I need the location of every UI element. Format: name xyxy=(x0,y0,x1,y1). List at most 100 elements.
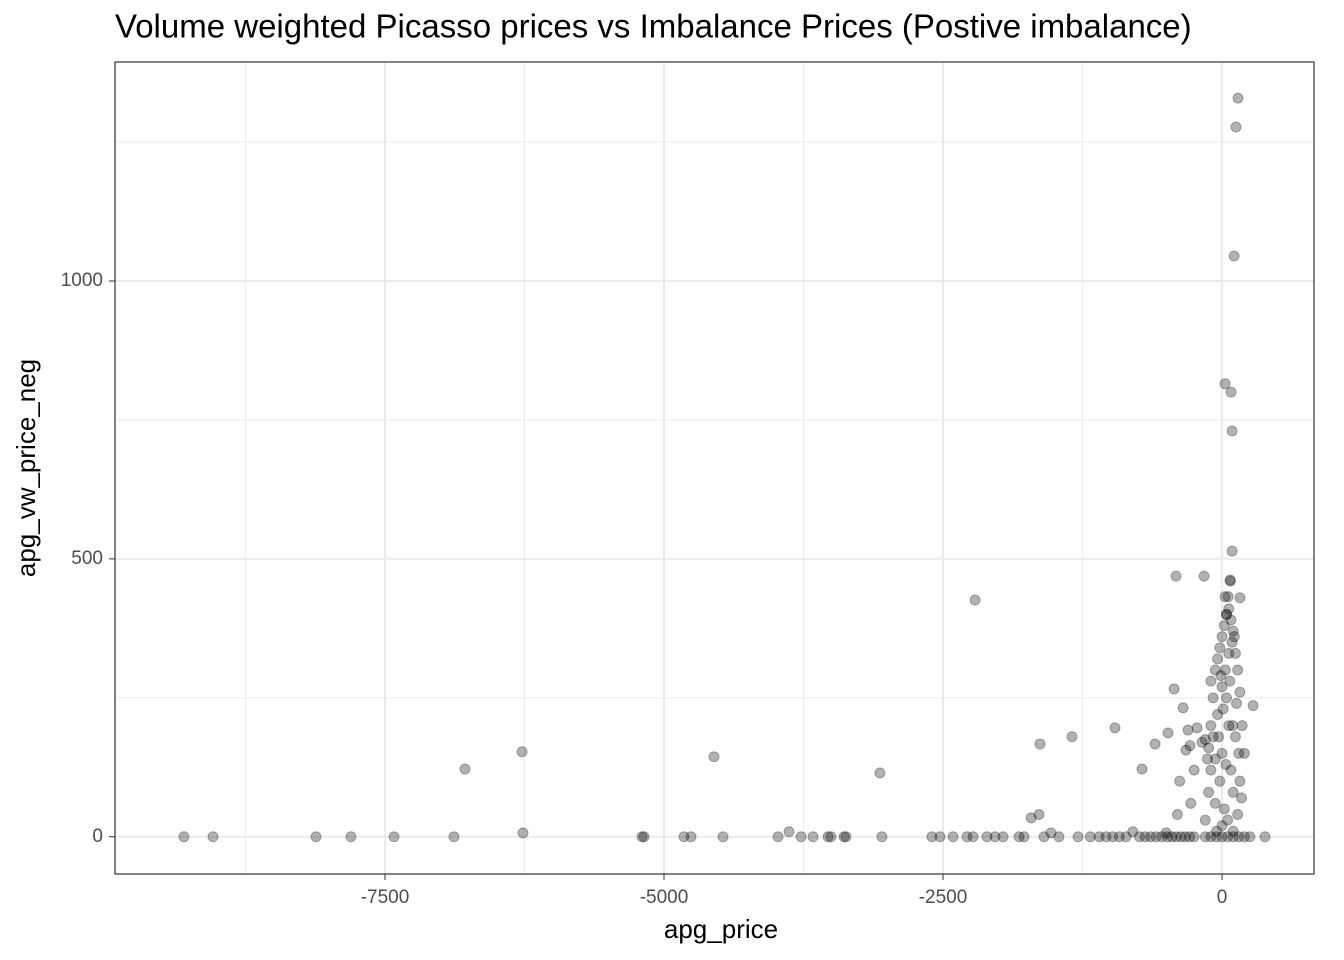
point xyxy=(1145,831,1157,843)
point xyxy=(1184,740,1196,752)
point xyxy=(1161,831,1173,843)
point xyxy=(1205,675,1217,687)
point xyxy=(1214,642,1226,654)
x-tick-label: -5000 xyxy=(640,887,689,908)
plot-border xyxy=(114,61,1315,875)
point xyxy=(1034,738,1046,750)
point xyxy=(1184,831,1196,843)
point xyxy=(1207,731,1219,743)
point xyxy=(981,831,993,843)
point xyxy=(947,831,959,843)
point xyxy=(1224,675,1236,687)
y-tick-label: 0 xyxy=(92,826,103,847)
point xyxy=(1222,814,1234,826)
point xyxy=(1180,744,1192,756)
point xyxy=(459,763,471,775)
x-axis-title: apg_price xyxy=(664,914,778,944)
point xyxy=(1219,378,1231,390)
point xyxy=(1136,763,1148,775)
point xyxy=(1018,831,1030,843)
point xyxy=(388,831,400,843)
point xyxy=(1233,747,1245,759)
point xyxy=(1217,703,1229,715)
point xyxy=(1220,608,1232,620)
point xyxy=(1160,827,1172,839)
point xyxy=(840,831,852,843)
point xyxy=(638,831,650,843)
point xyxy=(517,827,529,839)
point xyxy=(1198,570,1210,582)
point xyxy=(1236,792,1248,804)
point xyxy=(1238,831,1250,843)
point xyxy=(772,831,784,843)
point xyxy=(1219,591,1231,603)
point xyxy=(876,831,888,843)
point xyxy=(1196,736,1208,748)
point xyxy=(1120,831,1132,843)
point xyxy=(1033,809,1045,821)
point xyxy=(1162,727,1174,739)
point xyxy=(1218,620,1230,632)
point xyxy=(1223,603,1235,615)
point xyxy=(874,767,886,779)
point xyxy=(1210,825,1222,837)
point xyxy=(1232,92,1244,104)
point xyxy=(1259,831,1271,843)
point xyxy=(1170,831,1182,843)
point xyxy=(1107,831,1119,843)
point xyxy=(1227,825,1239,837)
point xyxy=(717,831,729,843)
y-axis-title: apg_vw_price_neg xyxy=(11,359,41,577)
point xyxy=(1216,681,1228,693)
point xyxy=(1199,814,1211,826)
point xyxy=(1227,625,1239,637)
point xyxy=(1113,831,1125,843)
point xyxy=(678,831,690,843)
point xyxy=(1218,803,1230,815)
point xyxy=(1025,812,1037,824)
point xyxy=(1214,775,1226,787)
point xyxy=(178,831,190,843)
point xyxy=(1220,759,1232,771)
point xyxy=(1199,734,1211,746)
point xyxy=(1212,708,1224,720)
point xyxy=(1209,664,1221,676)
point xyxy=(1232,809,1244,821)
point xyxy=(1179,831,1191,843)
point xyxy=(1139,831,1151,843)
point xyxy=(825,831,837,843)
point xyxy=(1216,831,1228,843)
point xyxy=(1171,809,1183,821)
point xyxy=(1225,386,1237,398)
point xyxy=(1168,683,1180,695)
point xyxy=(1199,831,1211,843)
point xyxy=(1209,753,1221,765)
point xyxy=(1166,831,1178,843)
point xyxy=(448,831,460,843)
point xyxy=(1226,636,1238,648)
point xyxy=(1232,664,1244,676)
point xyxy=(1227,720,1239,732)
point xyxy=(1213,731,1225,743)
point xyxy=(1207,692,1219,704)
point xyxy=(1234,686,1246,698)
point xyxy=(1247,700,1259,712)
point xyxy=(1205,764,1217,776)
x-tick-label: -2500 xyxy=(919,887,968,908)
point xyxy=(1229,647,1241,659)
point xyxy=(967,831,979,843)
x-tick-label: -7500 xyxy=(361,887,410,908)
point xyxy=(961,831,973,843)
point xyxy=(1209,797,1221,809)
point xyxy=(1226,545,1238,557)
point xyxy=(1093,831,1105,843)
point xyxy=(1215,670,1227,682)
point xyxy=(636,831,648,843)
point xyxy=(345,831,357,843)
point xyxy=(1203,742,1215,754)
point xyxy=(783,826,795,838)
point xyxy=(1225,764,1237,776)
point xyxy=(1185,797,1197,809)
point xyxy=(1236,720,1248,732)
